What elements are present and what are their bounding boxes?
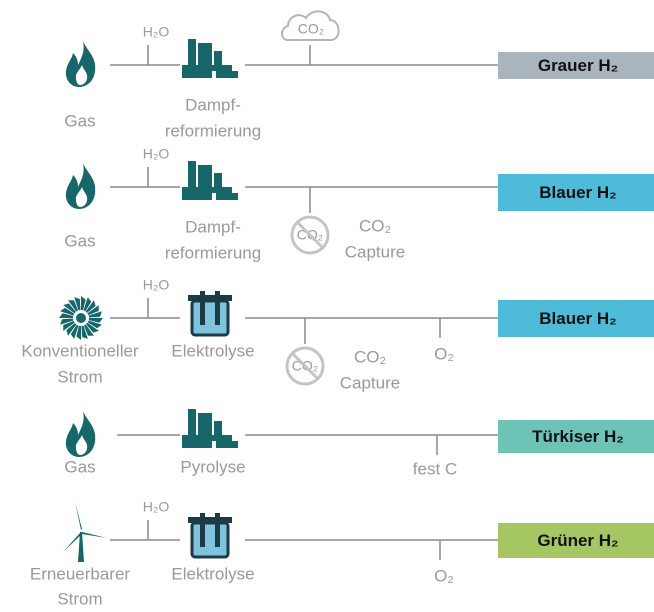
process-label: Elektrolyse xyxy=(171,341,254,360)
oxygen-label: O₂ xyxy=(434,566,454,585)
output-box xyxy=(498,300,654,337)
factory-part xyxy=(216,193,238,200)
electrode xyxy=(215,291,220,325)
no-co2-slash xyxy=(295,220,325,250)
co2-cloud xyxy=(281,10,340,41)
flame-shape xyxy=(65,41,96,87)
electrolyzer-top xyxy=(188,517,232,523)
output-label: Grüner H₂ xyxy=(537,531,618,550)
electrolyzer-top xyxy=(188,295,232,301)
factory-part xyxy=(182,435,232,441)
oxygen-label: O₂ xyxy=(434,344,454,363)
no-co2-slash xyxy=(290,351,320,381)
co2-label: CO₂ xyxy=(298,21,324,37)
factory-part xyxy=(198,43,212,65)
factory-part xyxy=(188,409,196,435)
factory-part xyxy=(182,71,212,78)
process-icon xyxy=(182,39,238,78)
turbine-blade xyxy=(81,318,94,336)
wind-tower xyxy=(78,532,84,562)
source-icon xyxy=(65,411,96,457)
water-label: H₂O xyxy=(143,499,170,515)
output-label: Grauer H₂ xyxy=(538,56,618,75)
factory-part xyxy=(214,51,222,65)
factory-part xyxy=(214,173,222,187)
factory-part xyxy=(214,421,222,435)
turbine-hub xyxy=(76,313,86,323)
solid-label: fest C xyxy=(413,459,457,478)
process-label: Elektrolyse xyxy=(171,564,254,583)
output-box xyxy=(498,523,654,558)
factory-part xyxy=(188,39,196,65)
factory-part xyxy=(198,413,212,435)
no-co2-circle xyxy=(285,346,325,386)
output-box xyxy=(498,52,654,79)
source-label: Gas xyxy=(64,457,95,476)
source-label: Erneuerbarer xyxy=(30,564,131,583)
source-label: Gas xyxy=(64,111,95,130)
electrolyzer-tank xyxy=(190,299,230,337)
factory-part xyxy=(182,65,232,71)
process-icon xyxy=(188,291,232,337)
electrode xyxy=(200,513,205,547)
water-label: H₂O xyxy=(143,146,170,162)
electrode xyxy=(215,513,220,547)
capture-label: CO₂ xyxy=(354,347,386,366)
output-box xyxy=(498,174,654,211)
process-label: reformierung xyxy=(165,243,261,262)
process-label: Pyrolyse xyxy=(180,457,245,476)
source-icon xyxy=(65,41,96,87)
flame-shape xyxy=(65,411,96,457)
flame-shape xyxy=(65,163,96,209)
output-label: Türkiser H₂ xyxy=(532,427,624,446)
output-label: Blauer H₂ xyxy=(539,309,616,328)
wind-blade xyxy=(82,532,107,538)
water-label: H₂O xyxy=(143,277,170,293)
output-label: Blauer H₂ xyxy=(539,183,616,202)
turbine-blade xyxy=(81,318,88,339)
wind-blade xyxy=(63,533,81,552)
process-label: Dampf- xyxy=(185,95,241,114)
process-icon xyxy=(182,409,238,448)
source-label: Strom xyxy=(57,367,102,386)
source-icon xyxy=(65,163,96,209)
turbine-blade xyxy=(74,297,81,318)
factory-part xyxy=(216,441,238,448)
electrode xyxy=(200,291,205,325)
source-label: Gas xyxy=(64,231,95,250)
factory-part xyxy=(182,441,212,448)
capture-label: CO₂ xyxy=(359,216,391,235)
wind-blade xyxy=(75,502,82,530)
capture-label: Capture xyxy=(340,373,400,392)
water-label: H₂O xyxy=(143,24,170,40)
capture-label: Capture xyxy=(345,242,405,261)
factory-part xyxy=(188,161,196,187)
process-label: Dampf- xyxy=(185,217,241,236)
electrolyzer-tank xyxy=(190,521,230,559)
source-icon xyxy=(63,502,107,562)
factory-part xyxy=(182,187,232,193)
factory-part xyxy=(182,193,212,200)
process-icon xyxy=(182,161,238,200)
output-box xyxy=(498,420,654,453)
source-label: Konventioneller xyxy=(21,341,139,360)
no-co2-circle xyxy=(290,215,330,255)
turbine-blade xyxy=(68,300,81,318)
process-icon xyxy=(188,513,232,559)
source-icon xyxy=(59,296,103,340)
factory-part xyxy=(198,165,212,187)
factory-part xyxy=(216,71,238,78)
process-label: reformierung xyxy=(165,121,261,140)
source-label: Strom xyxy=(57,589,102,608)
